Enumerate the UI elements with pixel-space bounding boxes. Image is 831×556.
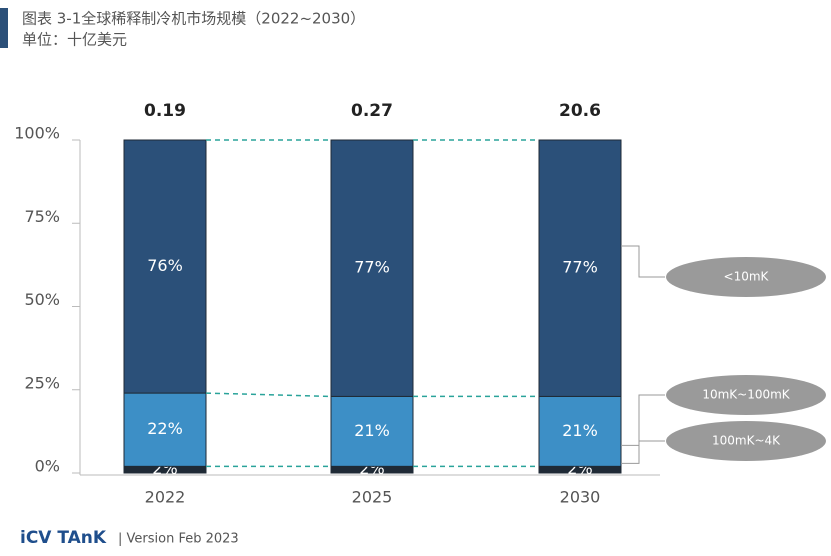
legend-label: 100mK~4K xyxy=(712,434,781,448)
y-tick-label: 100% xyxy=(14,124,60,143)
y-tick-label: 25% xyxy=(24,373,60,392)
data-label: 77% xyxy=(354,258,390,277)
bar-segment xyxy=(538,395,622,467)
total-label: 0.27 xyxy=(351,101,393,121)
data-label: 22% xyxy=(147,419,183,438)
y-tick-label: 75% xyxy=(24,207,60,226)
legend-badge xyxy=(666,375,826,415)
x-tick-label: 2025 xyxy=(352,488,393,507)
total-label: 20.6 xyxy=(559,101,601,121)
x-tick-label: 2022 xyxy=(145,488,186,507)
bar-segment xyxy=(330,139,414,397)
data-label: 21% xyxy=(354,421,390,440)
legend-leader xyxy=(621,394,665,446)
x-tick-label: 2030 xyxy=(560,488,601,507)
legend-label: <10mK xyxy=(724,270,770,284)
y-tick-label: 50% xyxy=(24,290,60,309)
footer-version: | Version Feb 2023 xyxy=(118,532,239,547)
legend-badge xyxy=(666,257,826,297)
connector xyxy=(205,392,332,398)
y-tick-label: 0% xyxy=(35,457,60,476)
legend-leader xyxy=(621,245,665,278)
legend-leader xyxy=(621,440,665,464)
bar-segment xyxy=(123,392,207,467)
data-label: 21% xyxy=(562,421,598,440)
title-marker xyxy=(0,8,8,48)
chart-subtitle: 单位：十亿美元 xyxy=(22,31,127,49)
bar-segment xyxy=(123,139,207,394)
total-label: 0.19 xyxy=(144,101,186,121)
bar-segment xyxy=(538,139,622,397)
chart-title: 图表 3-1全球稀释制冷机市场规模（2022~2030） xyxy=(22,10,365,28)
data-label: 77% xyxy=(562,258,598,277)
data-label: 76% xyxy=(147,256,183,275)
footer-logo: iCV TAnK xyxy=(20,528,107,548)
legend-label: 10mK~100mK xyxy=(702,388,790,402)
legend-badge xyxy=(666,421,826,461)
